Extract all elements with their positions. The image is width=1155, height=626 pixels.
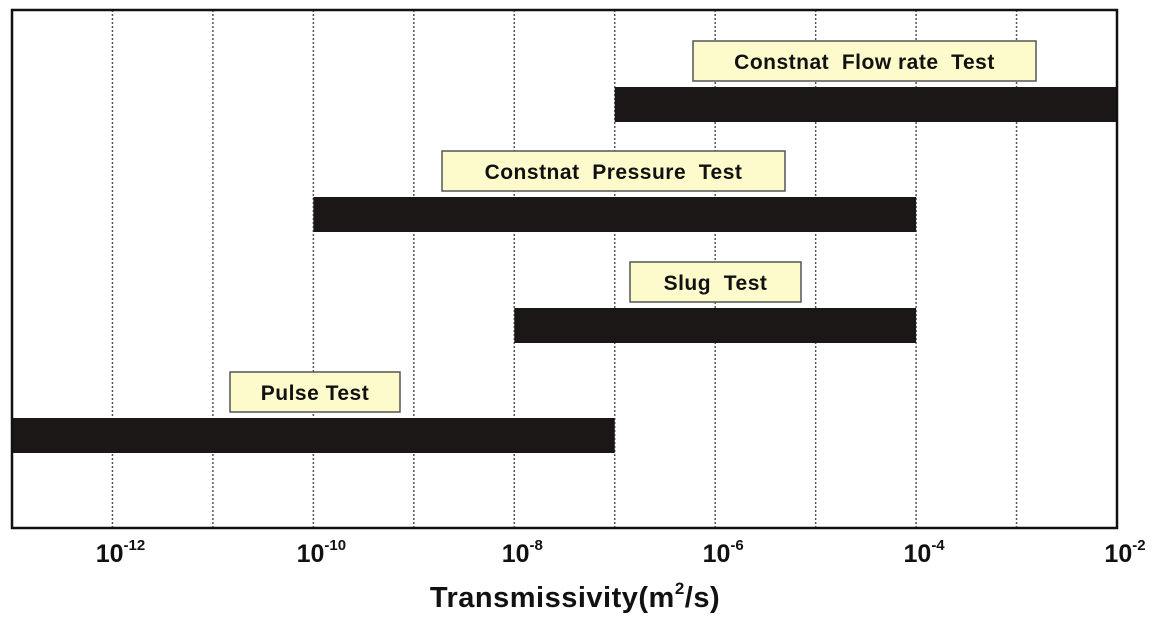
range-bar — [12, 418, 615, 453]
bar-label: Constnat Pressure Test — [441, 150, 786, 192]
bar-label: Constnat Flow rate Test — [692, 40, 1037, 82]
label-box — [441, 150, 786, 192]
label-text: Constnat Pressure Test — [485, 161, 743, 184]
label-box — [692, 40, 1037, 82]
label-text: Pulse Test — [261, 382, 369, 405]
label-box — [629, 261, 802, 303]
label-text: Constnat Flow rate Test — [734, 51, 995, 74]
x-axis-label: Transmissivity(m2/s) — [430, 579, 720, 614]
range-bar — [514, 308, 917, 343]
x-tick-labels: 10-12 10-10 10-8 10-6 10-4 10-2 — [96, 537, 1146, 568]
range-bar — [313, 197, 917, 232]
x-tick-label: 10-6 — [703, 537, 744, 568]
x-tick-label: 10-10 — [297, 537, 347, 568]
bar-label: Pulse Test — [229, 371, 401, 413]
x-tick-label: 10-8 — [502, 537, 543, 568]
label-text: Slug Test — [664, 272, 768, 295]
bars: Constnat Flow rate Test Constnat Pressure… — [12, 40, 1117, 453]
plot-frame — [10, 8, 1119, 530]
bar-label: Slug Test — [629, 261, 802, 303]
x-tick-label: 10-12 — [96, 537, 146, 568]
x-tick-label: 10-2 — [1104, 537, 1145, 568]
x-tick-label: 10-4 — [904, 537, 946, 568]
label-box — [229, 371, 401, 413]
range-bar — [614, 87, 1117, 122]
